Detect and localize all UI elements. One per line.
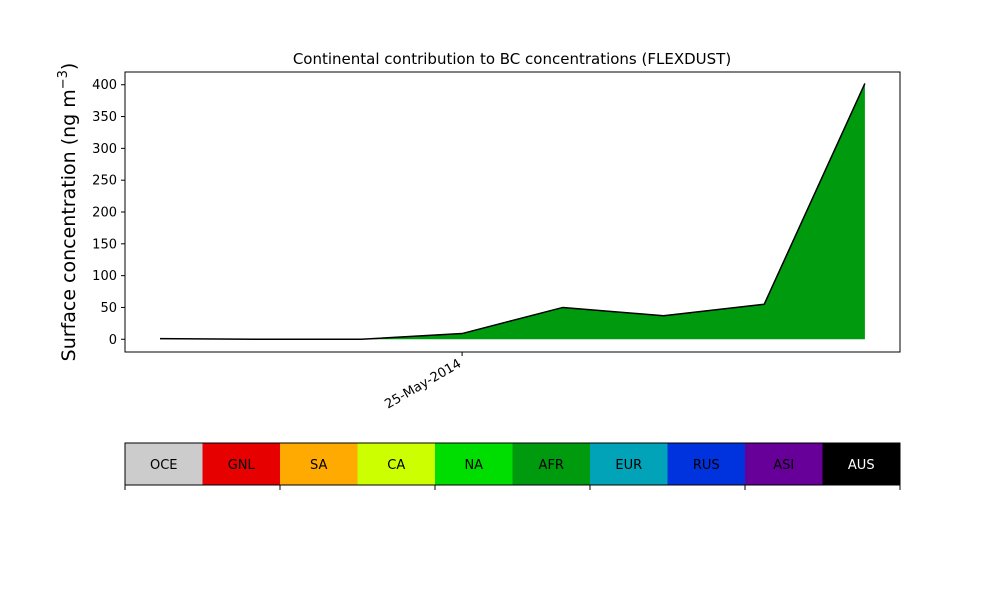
- area-series-afr: [160, 83, 865, 340]
- y-tick-label: 200: [92, 206, 117, 221]
- legend-label-rus: RUS: [693, 458, 720, 473]
- legend-swatch-na: [435, 443, 513, 485]
- y-tick-label: 250: [92, 174, 117, 189]
- legend-label-gnl: GNL: [228, 458, 256, 473]
- y-tick-label: 350: [92, 110, 117, 125]
- y-tick-label: 150: [92, 237, 117, 252]
- legend-swatch-gnl: [202, 443, 280, 485]
- legend-frame: [124, 442, 901, 486]
- legend-swatch-rus: [667, 443, 745, 485]
- y-tick-label: 400: [92, 78, 117, 93]
- legend-swatch-aus: [822, 443, 900, 485]
- total-line: [159, 83, 866, 341]
- legend-label-ca: CA: [387, 458, 405, 473]
- legend-swatch-afr: [512, 443, 590, 485]
- legend-swatch-asi: [745, 443, 823, 485]
- y-tick-label: 0: [109, 333, 117, 348]
- legend-label-oce: OCE: [150, 458, 178, 473]
- legend-label-eur: EUR: [615, 458, 642, 473]
- legend-label-afr: AFR: [539, 458, 564, 473]
- chart-title: Continental contribution to BC concentra…: [293, 50, 731, 68]
- legend-swatch-oce: [125, 443, 203, 485]
- legend-label-asi: ASI: [773, 458, 794, 473]
- legend-label-sa: SA: [310, 458, 327, 473]
- y-axis-label-text: Surface concentration (ng m: [58, 89, 80, 361]
- legend-swatch-ca: [357, 443, 435, 485]
- legend-swatch-sa: [280, 443, 358, 485]
- y-tick-label: 300: [92, 142, 117, 157]
- y-axis-label-exponent: −3: [56, 70, 71, 89]
- legend-label-aus: AUS: [848, 458, 875, 473]
- y-axis-label: Surface concentration (ng m−3): [56, 63, 80, 362]
- y-tick-label: 50: [100, 301, 117, 316]
- y-axis-label-close: ): [58, 63, 80, 70]
- y-tick-label: 100: [92, 269, 117, 284]
- legend-swatch-eur: [590, 443, 668, 485]
- x-tick-label: 25-May-2014: [382, 356, 464, 412]
- legend-label-na: NA: [464, 458, 483, 473]
